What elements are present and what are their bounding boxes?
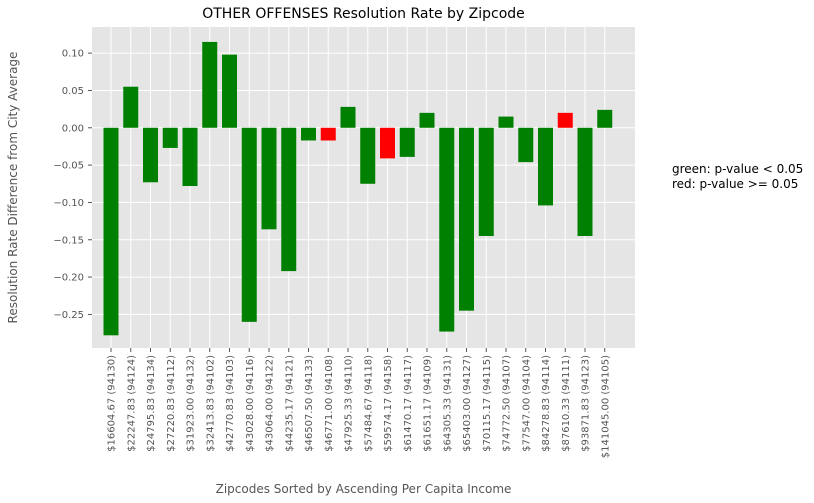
x-tick-label: $16604.67 (94130) bbox=[107, 355, 118, 452]
bar bbox=[518, 127, 534, 163]
x-tick-label: $31923.00 (94132) bbox=[186, 355, 197, 452]
x-tick-label: $24795.83 (94134) bbox=[146, 355, 157, 452]
bar bbox=[241, 127, 257, 322]
x-tick-label: $141045.00 (94105) bbox=[600, 355, 611, 458]
x-tick-label: $27220.83 (94112) bbox=[166, 355, 177, 452]
x-tick-label: $87610.33 (94111) bbox=[561, 355, 572, 452]
bar bbox=[202, 41, 218, 128]
y-tick-label: 0.05 bbox=[62, 86, 84, 97]
y-tick-label: 0.10 bbox=[62, 49, 84, 60]
y-axis-ticks: 0.10 0.05 0.00 −0.05 −0.10 −0.15 −0.20 −0.25 bbox=[53, 49, 92, 321]
y-tick-label: −0.20 bbox=[53, 273, 84, 284]
x-axis-ticks: $16604.67 (94130) $22247.83 (94124) $24795… bbox=[107, 348, 611, 458]
y-tick-label: −0.25 bbox=[53, 310, 84, 321]
x-tick-label: $44235.17 (94121) bbox=[284, 355, 295, 452]
bar bbox=[320, 127, 336, 141]
x-tick-label: $93871.83 (94123) bbox=[581, 355, 592, 452]
bar bbox=[182, 127, 198, 187]
x-tick-label: $70115.17 (94115) bbox=[482, 355, 493, 452]
bar bbox=[301, 127, 316, 141]
x-tick-label: $22247.83 (94124) bbox=[126, 355, 137, 452]
x-tick-label: $61651.17 (94109) bbox=[423, 355, 434, 452]
y-axis-label: Resolution Rate Difference from City Ave… bbox=[6, 52, 20, 324]
bar bbox=[419, 112, 435, 128]
bar bbox=[439, 127, 455, 332]
x-tick-label: $77547.00 (94104) bbox=[521, 355, 532, 452]
bar bbox=[103, 127, 119, 336]
plot-area bbox=[92, 27, 635, 348]
legend-green-text: green: p-value < 0.05 bbox=[672, 162, 804, 176]
x-tick-label: $43028.00 (94116) bbox=[245, 355, 256, 452]
bar bbox=[261, 127, 277, 230]
x-axis-label: Zipcodes Sorted by Ascending Per Capita … bbox=[216, 482, 512, 496]
bar bbox=[498, 116, 514, 128]
bar bbox=[557, 112, 573, 128]
bar bbox=[123, 86, 139, 128]
bar bbox=[162, 127, 178, 148]
x-tick-label: $46507.50 (94133) bbox=[304, 355, 315, 452]
bar bbox=[380, 127, 395, 159]
bar bbox=[399, 127, 415, 157]
bar bbox=[459, 127, 474, 311]
bar bbox=[577, 127, 593, 237]
x-tick-label: $84278.83 (94114) bbox=[541, 355, 552, 452]
x-tick-label: $65403.00 (94127) bbox=[462, 355, 473, 452]
x-tick-label: $64305.33 (94131) bbox=[442, 355, 453, 452]
y-tick-label: −0.10 bbox=[53, 198, 84, 209]
significance-legend: green: p-value < 0.05 red: p-value >= 0.… bbox=[672, 162, 803, 192]
bar bbox=[281, 127, 297, 272]
bar bbox=[222, 54, 237, 128]
x-tick-label: $57484.67 (94118) bbox=[363, 355, 374, 452]
y-tick-label: −0.05 bbox=[53, 161, 84, 172]
bar bbox=[478, 127, 494, 237]
chart-title: OTHER OFFENSES Resolution Rate by Zipcod… bbox=[202, 6, 525, 22]
x-tick-label: $43064.00 (94122) bbox=[265, 355, 276, 452]
bar bbox=[597, 109, 613, 128]
bar bbox=[143, 127, 158, 183]
x-tick-label: $47925.33 (94110) bbox=[344, 355, 355, 452]
legend-red-text: red: p-value >= 0.05 bbox=[672, 177, 799, 191]
bars bbox=[103, 41, 613, 336]
bar bbox=[538, 127, 553, 206]
bar bbox=[340, 106, 356, 128]
x-tick-label: $32413.83 (94102) bbox=[205, 355, 216, 452]
x-tick-label: $42770.83 (94103) bbox=[225, 355, 236, 452]
x-tick-label: $74772.50 (94107) bbox=[502, 355, 513, 452]
x-tick-label: $46771.00 (94108) bbox=[324, 355, 335, 452]
x-tick-label: $59574.17 (94158) bbox=[383, 355, 394, 452]
x-tick-label: $61470.17 (94117) bbox=[403, 355, 414, 452]
y-tick-label: −0.15 bbox=[53, 235, 84, 246]
bar bbox=[360, 127, 376, 184]
y-tick-label: 0.00 bbox=[62, 123, 84, 134]
